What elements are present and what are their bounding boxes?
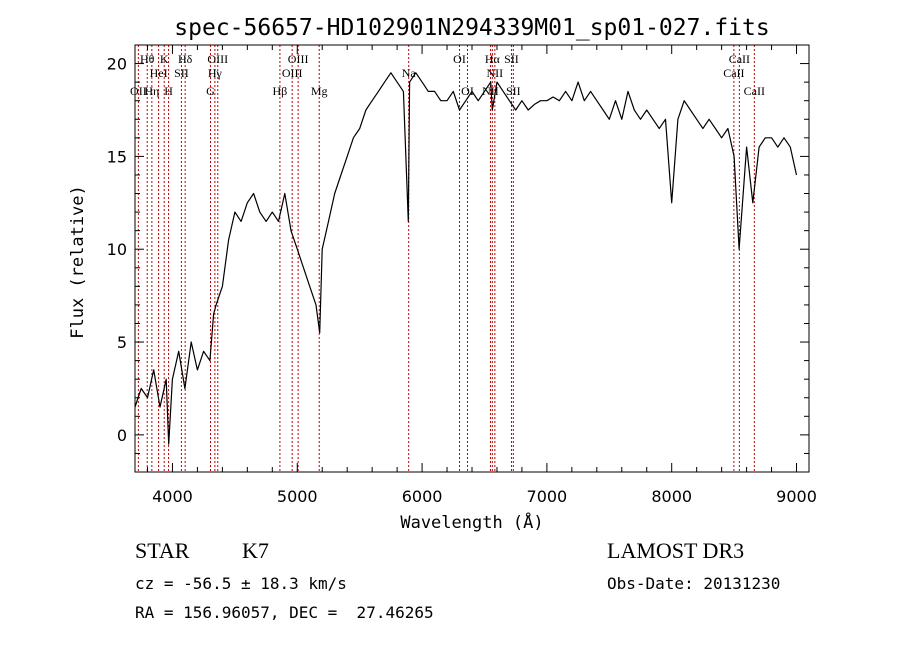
- line-label: OII: [130, 84, 147, 98]
- obs-date: Obs-Date: 20131230: [607, 574, 781, 593]
- x-tick-label: 8000: [651, 487, 692, 506]
- object-subclass: K7: [242, 538, 269, 563]
- line-label: NII: [487, 66, 504, 80]
- chart-title: spec-56657-HD102901N294339M01_sp01-027.f…: [174, 15, 769, 41]
- y-tick-label: 0: [117, 426, 127, 445]
- y-tick-label: 10: [107, 240, 127, 259]
- survey-name: LAMOST DR3: [607, 538, 745, 563]
- tick-labels: 4000 5000 6000 7000 8000 9000 0 5 10 15 20: [107, 55, 817, 506]
- object-class: STAR: [135, 538, 190, 563]
- line-label: SII: [174, 66, 189, 80]
- x-tick-label: 9000: [776, 487, 817, 506]
- line-label: SII: [504, 52, 519, 66]
- x-tick-label: 7000: [527, 487, 568, 506]
- axis-ticks: [135, 44, 809, 472]
- line-label: NII: [482, 84, 499, 98]
- x-tick-label: 6000: [402, 487, 443, 506]
- line-label: Hα: [485, 52, 501, 66]
- x-tick-label: 4000: [152, 487, 193, 506]
- line-label: SII: [506, 84, 521, 98]
- line-label: Na: [402, 66, 417, 80]
- spectrum-line: [134, 72, 798, 445]
- coordinates: RA = 156.96057, DEC = 27.46265: [135, 603, 434, 622]
- line-label: H: [164, 84, 173, 98]
- line-label: Mg: [311, 84, 328, 98]
- line-label: Hγ: [208, 66, 223, 80]
- line-label: CaII: [723, 66, 744, 80]
- line-label: OI: [453, 52, 466, 66]
- line-labels: OIIHθHηHeIKHSIIHδGHγOIIIHβOIIIOIIIMgNaOI…: [130, 52, 765, 98]
- series-layer: [134, 72, 798, 445]
- redshift-readout: cz = -56.5 ± 18.3 km/s: [135, 574, 347, 593]
- x-axis-label: Wavelength (Å): [400, 511, 543, 533]
- y-tick-label: 20: [107, 55, 127, 74]
- line-label: CaII: [744, 84, 765, 98]
- y-axis-label: Flux (relative): [68, 185, 88, 339]
- x-tick-label: 5000: [277, 487, 318, 506]
- line-label: OIII: [282, 66, 303, 80]
- plot-frame: [134, 44, 810, 473]
- line-label: HeI: [150, 66, 168, 80]
- line-label: OI: [461, 84, 474, 98]
- line-label: Hβ: [273, 84, 288, 98]
- line-label: Hδ: [178, 52, 193, 66]
- line-markers: [137, 45, 755, 472]
- line-label: OIII: [288, 52, 309, 66]
- line-label: Hη: [144, 84, 159, 98]
- line-label: OIII: [207, 52, 228, 66]
- y-tick-label: 15: [107, 147, 127, 166]
- line-label: G: [206, 84, 215, 98]
- y-tick-label: 5: [117, 333, 127, 352]
- line-label: Hθ: [140, 52, 155, 66]
- line-label: CaII: [729, 52, 750, 66]
- line-label: K: [160, 52, 169, 66]
